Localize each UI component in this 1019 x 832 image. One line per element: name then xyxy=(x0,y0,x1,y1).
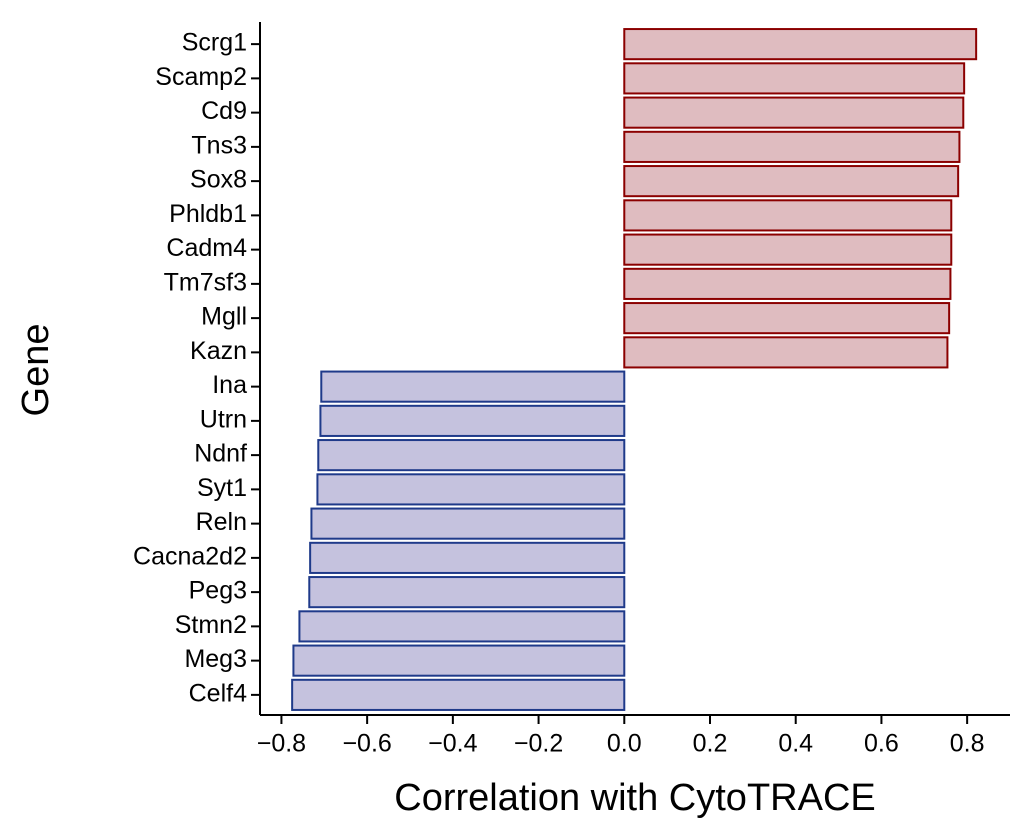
y-tick-label: Cacna2d2 xyxy=(133,542,247,570)
bar xyxy=(623,96,965,129)
y-tick-label: Celf4 xyxy=(189,679,247,707)
y-tick-label: Syt1 xyxy=(197,474,247,502)
y-tick-label: Mgll xyxy=(201,303,247,331)
y-tick-label: Meg3 xyxy=(184,645,247,673)
x-tick-label: −0.4 xyxy=(428,730,477,758)
bar xyxy=(623,233,953,266)
y-tick-label: Cd9 xyxy=(201,97,247,125)
bar xyxy=(309,541,626,574)
bar xyxy=(623,28,978,61)
y-tick-label: Ndnf xyxy=(194,440,247,468)
bar xyxy=(298,610,626,643)
x-tick-label: 0.0 xyxy=(607,730,642,758)
y-tick-label: Cadm4 xyxy=(166,234,247,262)
x-tick-label: 0.2 xyxy=(693,730,728,758)
x-tick-label: 0.6 xyxy=(864,730,899,758)
x-axis-title: Correlation with CytoTRACE xyxy=(394,777,875,819)
y-tick-label: Utrn xyxy=(200,405,247,433)
bar xyxy=(310,507,626,540)
y-tick-label: Peg3 xyxy=(189,577,247,605)
y-tick-label: Scamp2 xyxy=(155,63,247,91)
bar xyxy=(623,302,951,335)
x-tick-label: −0.6 xyxy=(342,730,391,758)
y-tick-label: Reln xyxy=(196,508,247,536)
y-tick-label: Scrg1 xyxy=(182,29,247,57)
y-axis-title: Gene xyxy=(15,324,57,417)
bar xyxy=(623,267,952,300)
bar xyxy=(308,576,626,609)
bar xyxy=(623,336,949,369)
y-tick-label: Stmn2 xyxy=(175,611,247,639)
bar xyxy=(623,130,961,163)
y-tick-label: Kazn xyxy=(190,337,247,365)
bar xyxy=(623,165,960,198)
bar xyxy=(623,199,953,232)
x-tick-label: 0.4 xyxy=(778,730,813,758)
bar xyxy=(320,370,626,403)
x-tick-label: −0.2 xyxy=(514,730,563,758)
y-tick-label: Ina xyxy=(212,371,247,399)
x-tick-label: −0.8 xyxy=(257,730,306,758)
bar xyxy=(292,644,626,677)
x-tick-label: 0.8 xyxy=(950,730,985,758)
y-tick-label: Tm7sf3 xyxy=(164,268,247,296)
y-tick-label: Phldb1 xyxy=(169,200,247,228)
bar xyxy=(316,473,626,506)
y-tick-label: Tns3 xyxy=(191,131,247,159)
bar xyxy=(317,439,626,472)
bar xyxy=(623,62,966,95)
y-tick-label: Sox8 xyxy=(190,166,247,194)
bar xyxy=(291,678,626,711)
bar xyxy=(319,404,626,437)
